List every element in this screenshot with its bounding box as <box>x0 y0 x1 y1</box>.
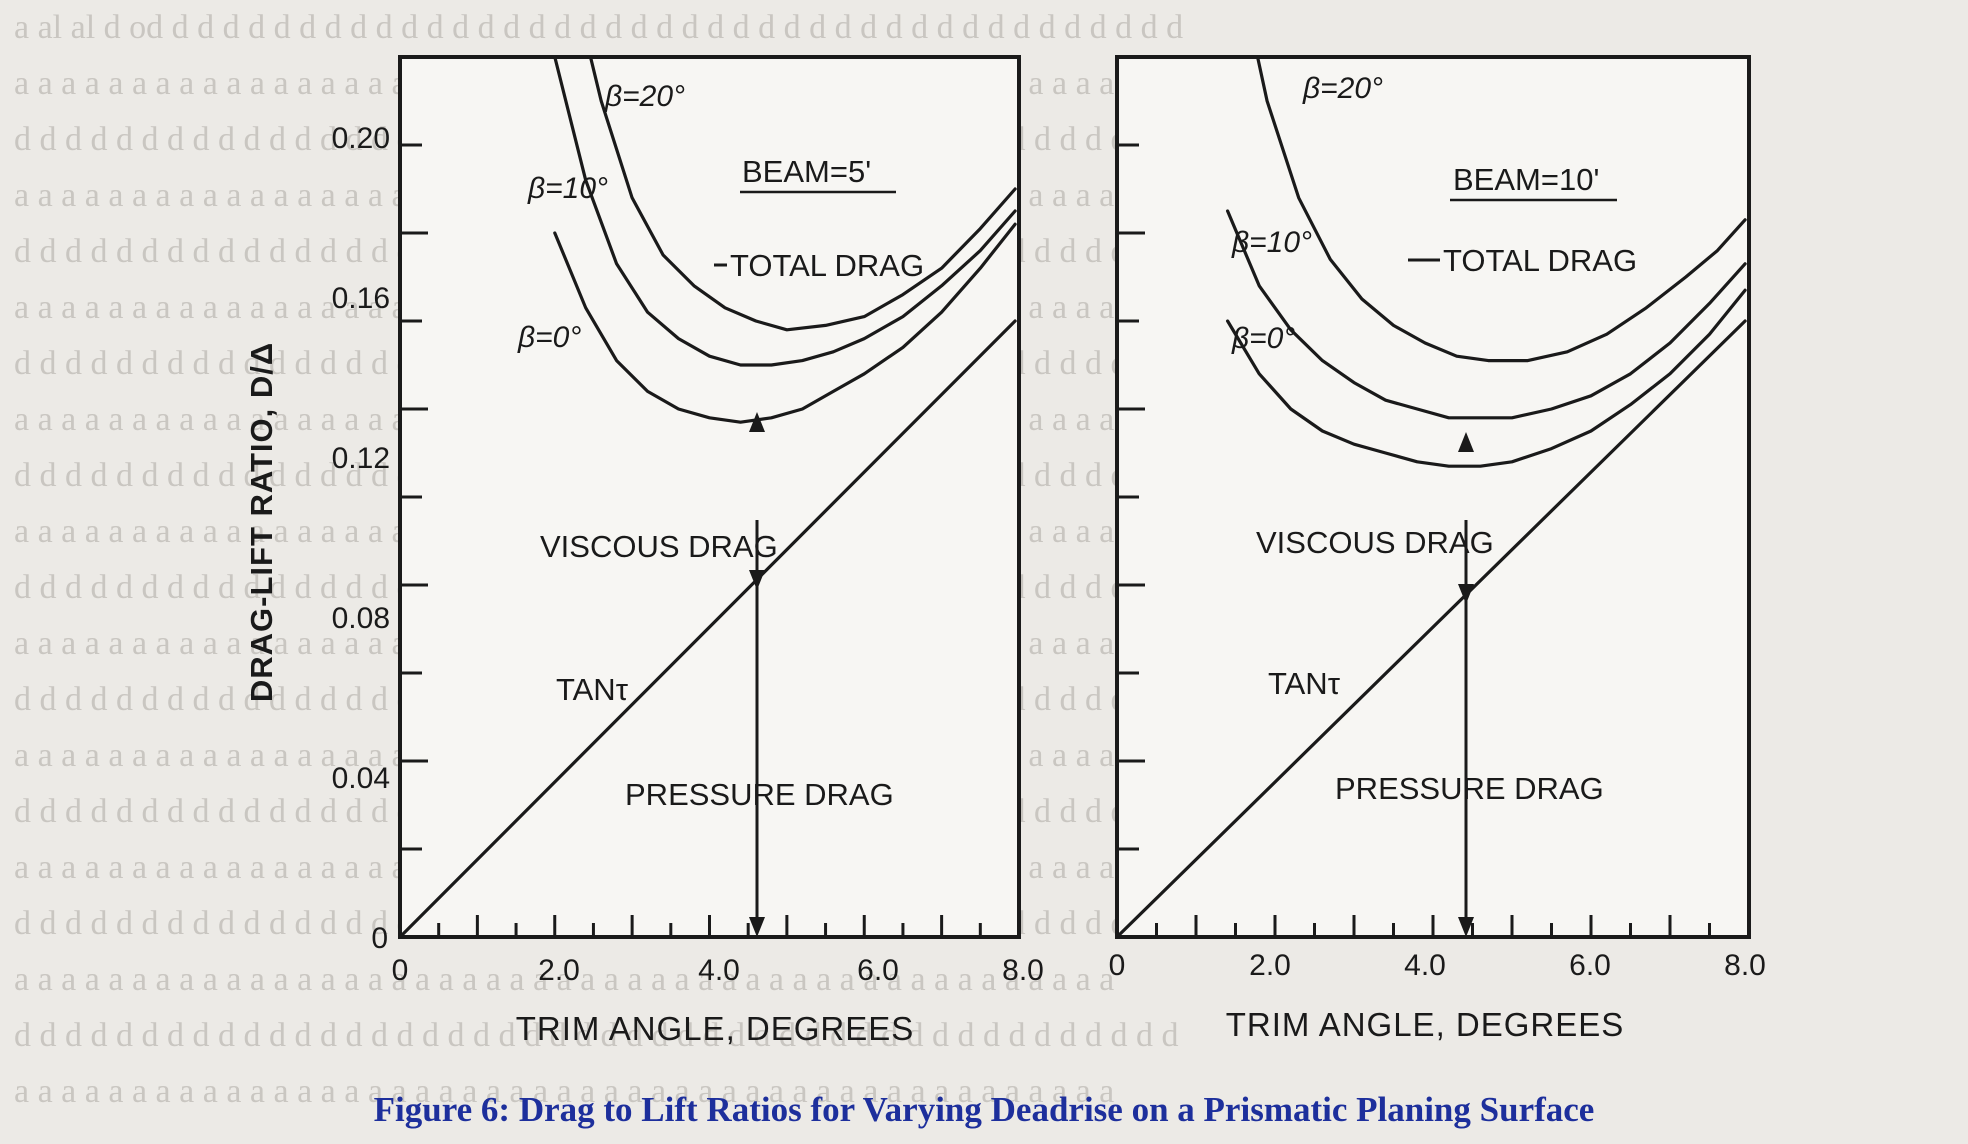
x-tick-label: 8.0 <box>1724 949 1766 982</box>
drag-arrow-head-mid <box>1458 584 1474 604</box>
curve-beta-10 <box>553 57 1017 367</box>
x-tick-label: 8.0 <box>1002 954 1044 987</box>
series-label-beta10: β=10° <box>527 172 608 205</box>
x-tick-label: 0 <box>1109 949 1126 982</box>
drag-arrow-head-up <box>749 412 765 432</box>
arrow-group <box>1458 432 1474 937</box>
tan-line <box>1117 319 1747 937</box>
x-axis-title: TRIM ANGLE, DEGREES <box>1226 1006 1625 1043</box>
beam-label: BEAM=5' <box>742 154 871 189</box>
x-tick-label: 4.0 <box>698 954 740 987</box>
tan-label: TANτ <box>1268 666 1340 701</box>
curve-beta-10 <box>1226 209 1747 420</box>
tick-marks <box>1115 55 1751 939</box>
drag-arrow-head-up <box>1458 432 1474 452</box>
arrow-group <box>749 412 765 937</box>
tick-marks <box>398 55 1021 939</box>
x-axis-title: TRIM ANGLE, DEGREES <box>516 1010 915 1047</box>
y-tick-label: 0.04 <box>332 762 390 795</box>
curve-beta-0 <box>553 222 1017 424</box>
y-tick-label: 0.20 <box>332 122 390 155</box>
y-tick-label: 0 <box>371 922 388 955</box>
curve-beta-20 <box>1255 57 1747 363</box>
drag-arrow-head-mid <box>749 570 765 590</box>
pressure-drag-label: PRESSURE DRAG <box>625 777 894 812</box>
x-tick-label: 6.0 <box>1569 949 1611 982</box>
series-label-beta20: β=20° <box>604 80 685 113</box>
series-label-beta10: β=10° <box>1231 226 1312 259</box>
curve-beta-0 <box>1226 288 1747 468</box>
total-drag-label: TOTAL DRAG <box>730 248 924 283</box>
viscous-drag-label: VISCOUS DRAG <box>540 529 778 564</box>
x-tick-label: 6.0 <box>857 954 899 987</box>
pressure-drag-label: PRESSURE DRAG <box>1335 771 1604 806</box>
x-tick-label: 4.0 <box>1404 949 1446 982</box>
tan-line <box>400 319 1017 937</box>
series-label-beta0: β=0° <box>1231 322 1295 355</box>
series-group <box>400 57 1017 937</box>
y-tick-label: 0.12 <box>332 442 390 475</box>
x-tick-label: 2.0 <box>538 954 580 987</box>
tan-label: TANτ <box>556 672 628 707</box>
x-tick-label: 0 <box>392 954 409 987</box>
drag-arrow-head-down <box>749 917 765 937</box>
panel-right: 0 2.0 4.0 6.0 8.0 TRIM ANGLE, DEGREES BE… <box>1109 55 1766 1043</box>
plot-frame <box>1115 55 1751 939</box>
total-drag-label: TOTAL DRAG <box>1443 243 1637 278</box>
drag-arrow-head-down <box>1458 917 1474 937</box>
y-tick-label: 0.08 <box>332 602 390 635</box>
series-label-beta20: β=20° <box>1302 72 1383 105</box>
beam-label: BEAM=10' <box>1453 162 1599 197</box>
y-tick-label: 0.16 <box>332 282 390 315</box>
series-label-beta0: β=0° <box>517 321 581 354</box>
y-axis-title: DRAG-LIFT RATIO, D/Δ <box>244 342 279 702</box>
x-tick-label: 2.0 <box>1249 949 1291 982</box>
figure-caption: Figure 6: Drag to Lift Ratios for Varyin… <box>373 1090 1595 1129</box>
curve-beta-20 <box>588 57 1017 332</box>
plot-frame <box>398 55 1021 939</box>
viscous-drag-label: VISCOUS DRAG <box>1256 525 1494 560</box>
panel-left: 0.20 0.16 0.12 0.08 0.04 0 0 2.0 4.0 6.0… <box>244 55 1044 1047</box>
series-group <box>1117 57 1747 937</box>
